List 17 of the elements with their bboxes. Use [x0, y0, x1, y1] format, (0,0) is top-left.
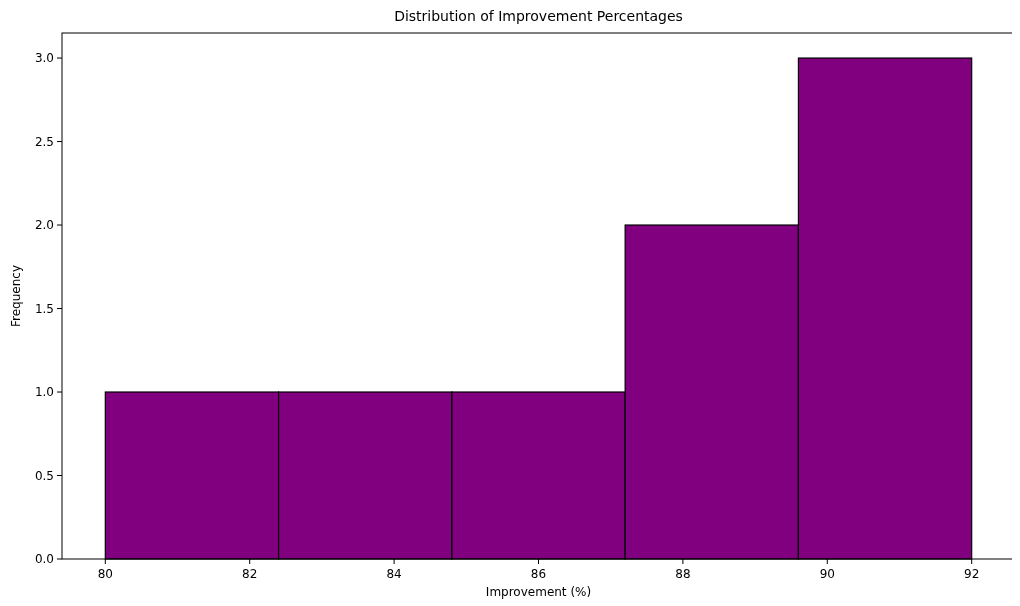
x-tick-label: 92: [964, 567, 980, 581]
y-tick-label: 1.5: [34, 301, 54, 316]
y-tick-label: 0.0: [34, 552, 54, 567]
x-tick-label: 84: [386, 567, 402, 581]
y-axis-title: Frequency: [9, 265, 23, 327]
y-tick-label: 2.5: [34, 134, 54, 149]
x-tick-label: 90: [819, 567, 835, 581]
x-tick-label: 82: [242, 567, 258, 581]
x-tick-label: 88: [675, 567, 691, 581]
y-tick-label: 2.0: [34, 218, 54, 233]
x-tick-label: 80: [97, 567, 113, 581]
x-axis-title: Improvement (%): [485, 585, 592, 599]
chart-title: Distribution of Improvement Percentages: [394, 8, 683, 24]
y-tick-label: 1.0: [34, 385, 54, 400]
x-tick-label: 86: [530, 567, 547, 581]
y-tick-label: 0.5: [34, 468, 54, 483]
y-tick-label: 3.0: [34, 51, 54, 66]
